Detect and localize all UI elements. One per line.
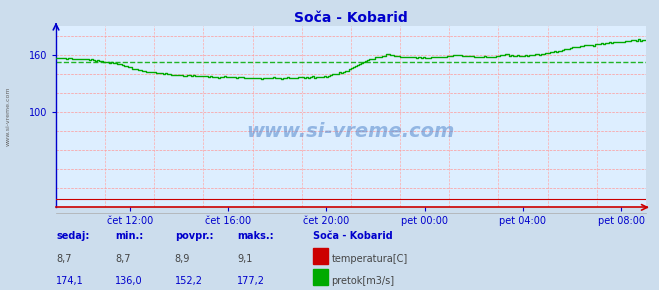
Text: 136,0: 136,0 (115, 276, 143, 286)
Text: www.si-vreme.com: www.si-vreme.com (246, 122, 455, 141)
Text: 8,7: 8,7 (56, 254, 72, 264)
Text: temperatura[C]: temperatura[C] (331, 254, 408, 264)
Text: Soča - Kobarid: Soča - Kobarid (313, 231, 393, 241)
Text: 8,7: 8,7 (115, 254, 131, 264)
Text: 152,2: 152,2 (175, 276, 202, 286)
Text: 9,1: 9,1 (237, 254, 252, 264)
Text: povpr.:: povpr.: (175, 231, 213, 241)
Text: min.:: min.: (115, 231, 144, 241)
Text: maks.:: maks.: (237, 231, 274, 241)
Text: 8,9: 8,9 (175, 254, 190, 264)
Text: sedaj:: sedaj: (56, 231, 90, 241)
Text: 174,1: 174,1 (56, 276, 84, 286)
Text: 177,2: 177,2 (237, 276, 265, 286)
Title: Soča - Kobarid: Soča - Kobarid (294, 11, 408, 25)
Text: pretok[m3/s]: pretok[m3/s] (331, 276, 395, 286)
Text: www.si-vreme.com: www.si-vreme.com (5, 86, 11, 146)
